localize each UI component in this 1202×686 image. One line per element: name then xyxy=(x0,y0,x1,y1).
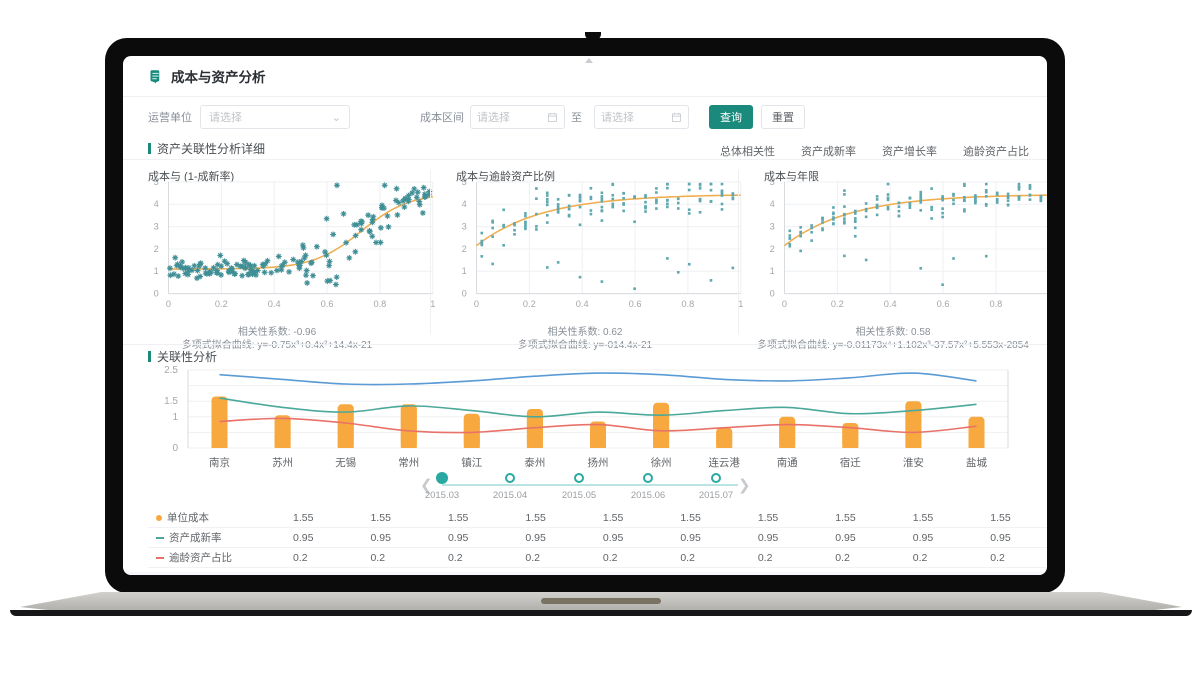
svg-text:0.2: 0.2 xyxy=(831,299,844,309)
svg-text:4: 4 xyxy=(154,199,159,209)
svg-text:2: 2 xyxy=(154,244,159,254)
svg-text:4: 4 xyxy=(770,199,775,209)
svg-text:0.4: 0.4 xyxy=(268,299,281,309)
svg-text:宿迁: 宿迁 xyxy=(840,456,861,469)
svg-text:0.4: 0.4 xyxy=(884,299,897,309)
svg-text:5: 5 xyxy=(462,178,467,187)
svg-text:扬州: 扬州 xyxy=(588,456,609,469)
svg-text:1: 1 xyxy=(770,266,775,276)
svg-text:3: 3 xyxy=(462,221,467,231)
svg-text:0.6: 0.6 xyxy=(629,299,642,309)
svg-text:0.8: 0.8 xyxy=(681,299,694,309)
svg-text:1: 1 xyxy=(172,412,178,423)
svg-text:3: 3 xyxy=(154,221,159,231)
svg-text:1: 1 xyxy=(154,266,159,276)
svg-text:徐州: 徐州 xyxy=(651,456,672,469)
svg-text:0: 0 xyxy=(474,299,479,309)
svg-text:5: 5 xyxy=(154,178,159,187)
svg-text:3: 3 xyxy=(770,221,775,231)
svg-text:无锡: 无锡 xyxy=(335,456,356,469)
svg-text:盐城: 盐城 xyxy=(966,456,987,469)
svg-text:南京: 南京 xyxy=(209,456,230,469)
svg-text:0: 0 xyxy=(166,299,171,309)
svg-text:连云港: 连云港 xyxy=(708,456,740,469)
svg-text:泰州: 泰州 xyxy=(524,456,545,469)
svg-text:0: 0 xyxy=(782,299,787,309)
svg-text:0.6: 0.6 xyxy=(321,299,334,309)
svg-text:0.4: 0.4 xyxy=(576,299,589,309)
svg-text:5: 5 xyxy=(770,178,775,187)
svg-text:南通: 南通 xyxy=(777,456,798,469)
svg-text:0.2: 0.2 xyxy=(523,299,536,309)
svg-text:1: 1 xyxy=(462,266,467,276)
svg-text:0.6: 0.6 xyxy=(937,299,950,309)
svg-text:2: 2 xyxy=(770,244,775,254)
svg-text:镇江: 镇江 xyxy=(461,456,482,469)
svg-text:1.5: 1.5 xyxy=(164,396,178,407)
svg-text:1: 1 xyxy=(1046,299,1047,309)
svg-text:0.8: 0.8 xyxy=(989,299,1002,309)
svg-text:0: 0 xyxy=(154,289,159,299)
svg-text:0: 0 xyxy=(462,289,467,299)
svg-text:2: 2 xyxy=(462,244,467,254)
svg-text:0: 0 xyxy=(770,289,775,299)
svg-text:苏州: 苏州 xyxy=(272,456,293,469)
svg-text:淮安: 淮安 xyxy=(903,456,924,469)
svg-text:0.2: 0.2 xyxy=(215,299,228,309)
svg-text:0: 0 xyxy=(172,443,178,454)
svg-text:2.5: 2.5 xyxy=(164,365,178,376)
svg-text:0.8: 0.8 xyxy=(374,299,387,309)
svg-text:4: 4 xyxy=(462,199,467,209)
svg-text:常州: 常州 xyxy=(398,456,419,469)
